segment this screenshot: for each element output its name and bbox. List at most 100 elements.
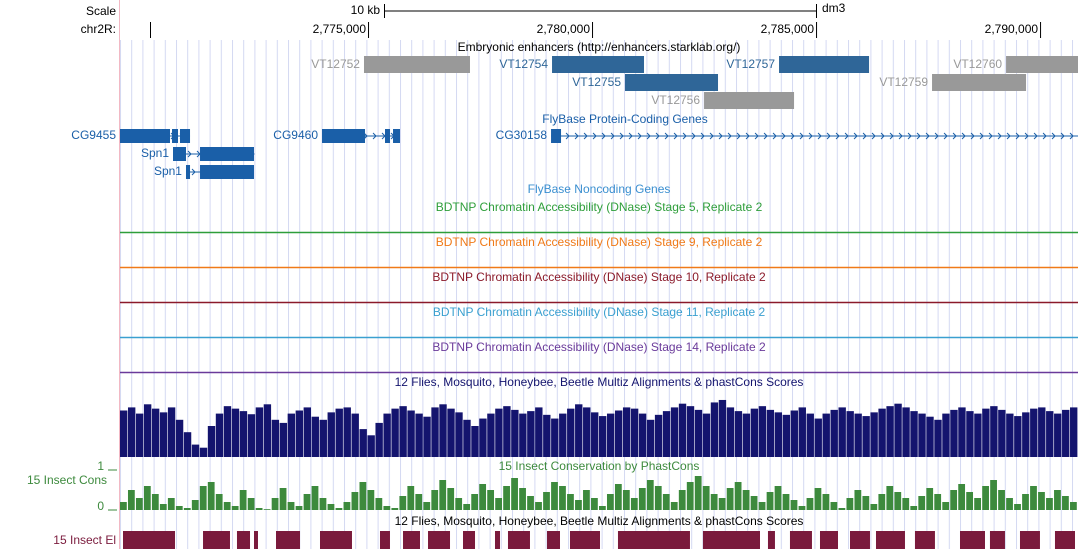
conservation-bar [814,418,822,457]
strand-arrow [718,132,723,140]
exon [172,129,179,143]
strand-arrow [610,132,615,140]
phastcons-bar [694,476,702,510]
conservation-bar [886,406,894,457]
phastcons-bar [519,488,526,510]
phastcons-bar [910,506,918,510]
phastcons-bar [543,492,550,510]
track-title: BDTNP Chromatin Accessibility (DNase) St… [433,305,766,319]
strand-arrow [880,132,885,140]
strand-arrow [916,132,921,140]
conservation-bar [750,408,759,457]
phastcons-bar [583,490,590,510]
conservation-bar [1022,412,1030,457]
phastcons-bar [822,494,830,510]
phastcons-bar [670,502,678,510]
conservation-bar [463,419,471,457]
conservation-bar [487,413,495,457]
conserved-element [123,531,176,549]
phastcons-bar [1014,504,1021,510]
strand-arrow [700,132,705,140]
strand-arrow [826,132,831,140]
conserved-element [494,531,501,549]
exon [551,129,562,143]
conserved-element [547,531,560,549]
phastcons-bar [998,490,1005,510]
conservation-bar [630,408,639,457]
strand-arrow [583,132,588,140]
strand-arrow [988,132,993,140]
strand-arrow [754,132,759,140]
conserved-element [254,531,258,549]
phastcons-bar [894,492,902,510]
phastcons-bar [319,498,327,510]
phastcons-bar [503,486,510,510]
phastcons-bar [263,509,271,510]
phastcons-bar [591,498,598,510]
conservation-bar [910,411,918,457]
phastcons-bar [1022,494,1029,510]
phastcons-bar [782,494,790,510]
scale-bar-label: 10 kb [351,3,381,17]
track-title: BDTNP Chromatin Accessibility (DNase) St… [432,340,766,354]
phastcons-bar [391,508,399,510]
strand-arrow [952,132,957,140]
conservation-bar [511,409,519,457]
conservation-bar [583,407,591,457]
phastcons-bar [774,486,782,510]
enhancer [779,56,870,73]
conservation-bar [319,419,327,457]
phastcons-bar [638,488,646,510]
strand-arrow [196,150,201,158]
phastcons-bar [966,492,974,510]
strand-arrow [709,132,714,140]
conservation-bar [335,408,343,457]
phastcons-bar [407,486,415,510]
conservation-bar [646,419,655,457]
strand-arrow [781,132,786,140]
conserved-element [379,531,390,549]
strand-arrow [619,132,624,140]
phastcons-bar [431,490,439,510]
conserved-element [203,531,230,549]
strand-arrow [655,132,660,140]
phastcons-bar [878,494,886,510]
phastcons-bar [231,506,239,510]
conserved-element [463,531,476,549]
phastcons-bar [1038,492,1045,510]
strand-arrow [907,132,912,140]
conservation-bar [567,408,575,457]
conservation-bar [439,404,447,457]
strand-arrow [745,132,750,140]
track-label: 15 Insect El [53,533,116,547]
conserved-element [959,531,985,549]
conserved-element [819,531,838,549]
strand-arrow [772,132,777,140]
conservation-bar [918,413,926,457]
strand-arrow [191,168,196,176]
conserved-element [789,531,812,549]
ruler-tick-label: 2,790,000 [985,22,1039,36]
conservation-bar [399,406,407,457]
track-title: FlyBase Protein-Coding Genes [542,112,707,126]
phastcons-bar [846,498,854,510]
conservation-bar [926,416,934,457]
exon [173,147,186,161]
conservation-bar [375,422,383,457]
conservation-bar [551,418,559,457]
phastcons-bar [758,502,766,510]
gene-label: CG9460 [273,128,318,142]
conservation-bar [303,407,311,457]
conservation-bar [255,407,264,457]
conservation-bar [207,426,216,457]
phastcons-bar [710,494,718,510]
strand-arrow [943,132,948,140]
conservation-bar [1070,407,1078,457]
conservation-bar [191,444,200,457]
conservation-bar [878,408,886,457]
phastcons-bar [135,498,143,510]
exon [179,129,191,143]
enhancer-label: VT12756 [651,93,700,107]
phastcons-bar [367,490,375,510]
